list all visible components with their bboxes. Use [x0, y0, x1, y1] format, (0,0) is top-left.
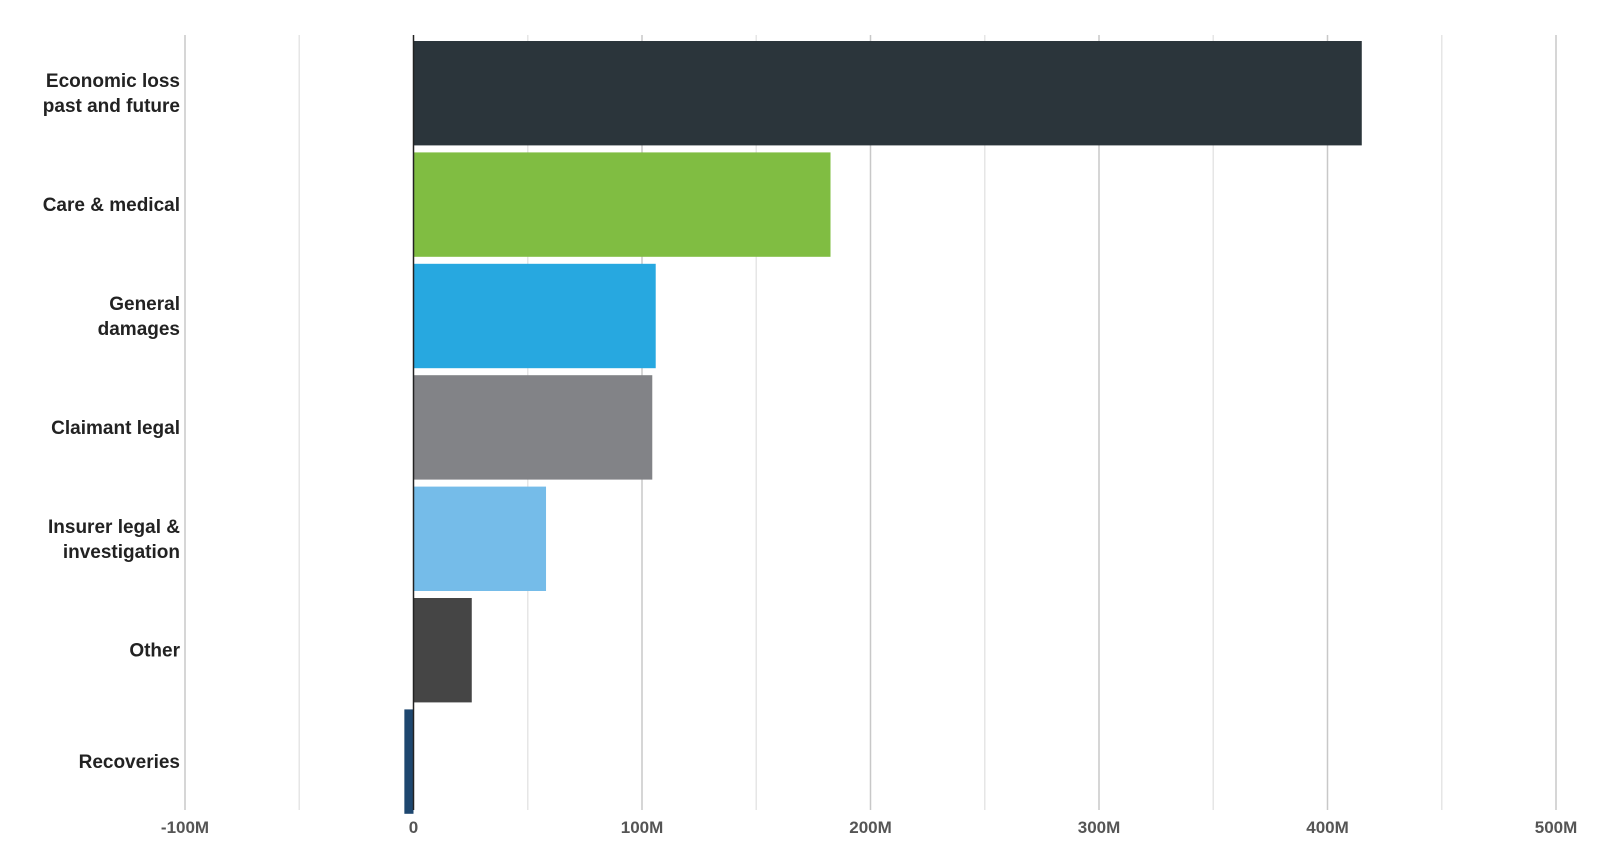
bar-layer: [404, 41, 1362, 814]
category-label-line: Recoveries: [79, 752, 180, 773]
tick-label-layer: -100M 0 100M 200M 300M 400M 500M: [161, 818, 1577, 837]
category-label-line: damages: [98, 319, 180, 340]
x-tick-label: 0: [409, 818, 418, 837]
category-label: Insurer legal & investigation: [48, 517, 180, 563]
category-label-line: Care & medical: [43, 195, 180, 216]
category-label: General damages: [98, 294, 180, 340]
x-tick-label: 100M: [621, 818, 664, 837]
bar: [413, 41, 1362, 146]
grid-layer: [184, 35, 1557, 810]
category-label: Care & medical: [43, 195, 180, 216]
x-tick-label: 300M: [1078, 818, 1121, 837]
category-label: Recoveries: [79, 752, 180, 773]
x-tick-label: 500M: [1535, 818, 1578, 837]
category-label-layer: Economic loss past and future Care & medic…: [43, 71, 181, 773]
bar: [413, 486, 547, 591]
x-tick-label: 200M: [849, 818, 892, 837]
bar: [413, 598, 472, 703]
bar: [413, 263, 656, 369]
category-label-line: General: [109, 294, 180, 315]
category-label: Economic loss past and future: [43, 71, 180, 117]
category-label-line: investigation: [63, 542, 180, 563]
x-tick-label: -100M: [161, 818, 209, 837]
category-label-line: past and future: [43, 96, 180, 117]
bar: [413, 152, 831, 257]
category-label: Claimant legal: [51, 418, 180, 439]
bar: [413, 375, 653, 480]
category-label-line: Claimant legal: [51, 418, 180, 439]
bar: [404, 709, 414, 814]
category-label-line: Other: [129, 641, 180, 662]
category-label: Other: [129, 641, 180, 662]
x-tick-label: 400M: [1306, 818, 1349, 837]
category-label-line: Economic loss: [46, 71, 180, 92]
category-label-line: Insurer legal &: [48, 517, 180, 538]
